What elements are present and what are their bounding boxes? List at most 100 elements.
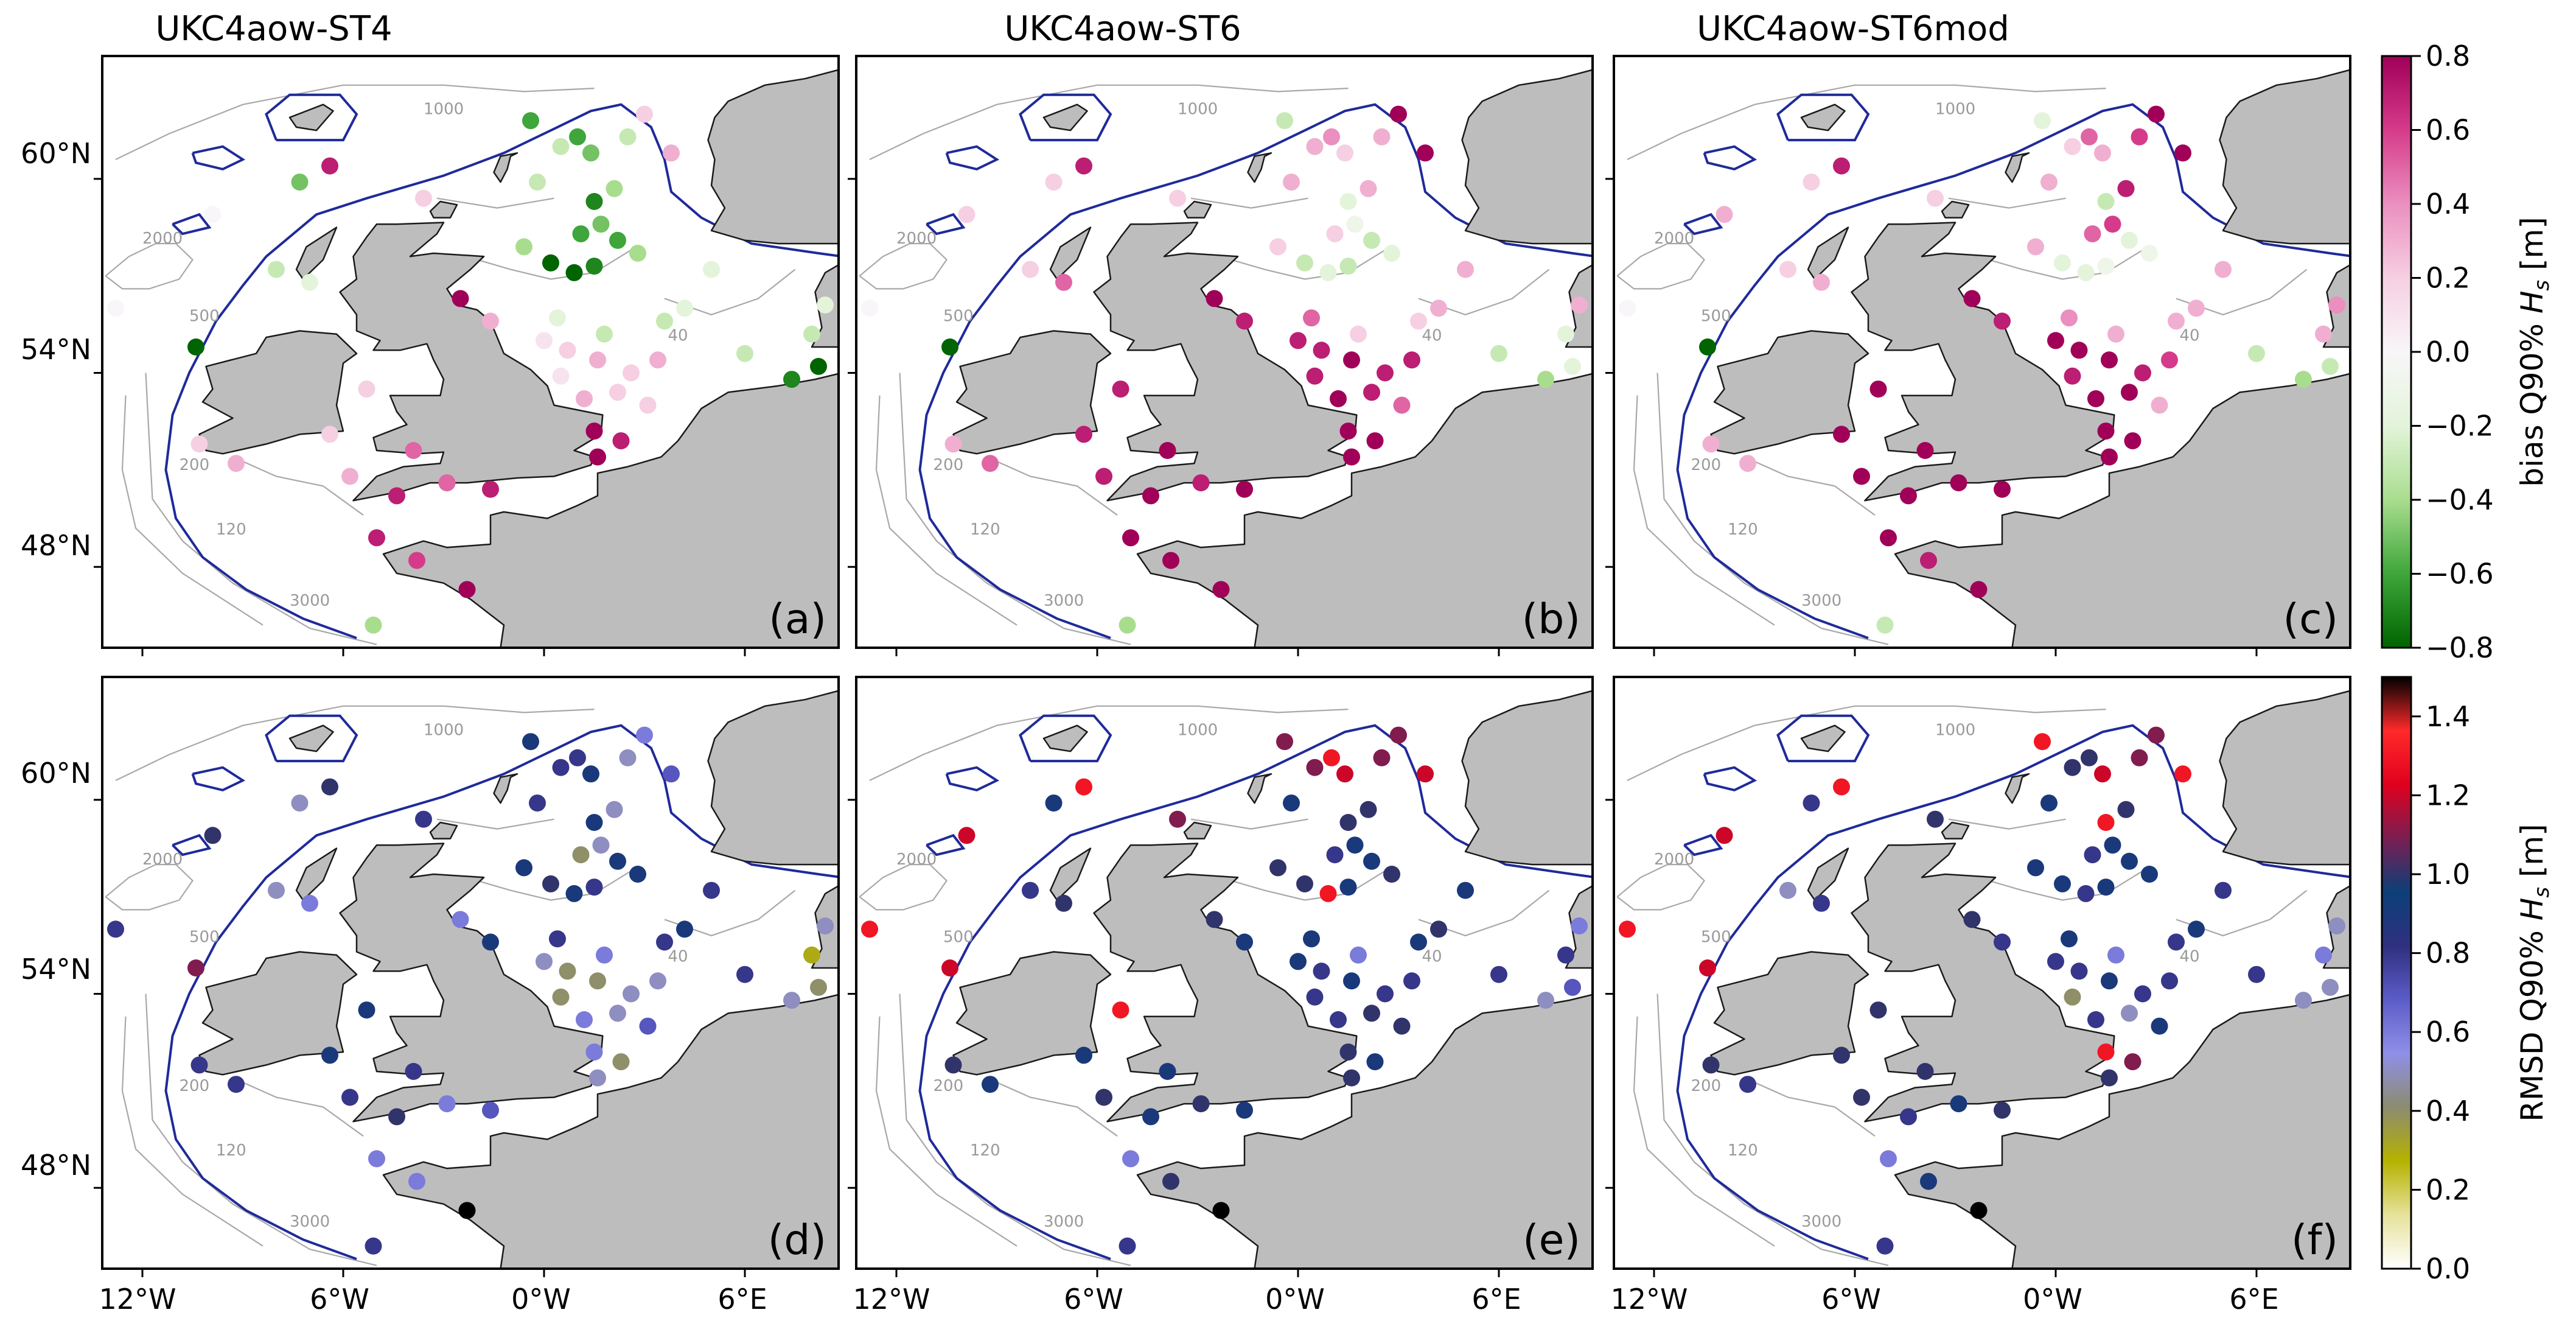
station-marker [585, 422, 603, 440]
station-marker [1557, 325, 1574, 343]
map-panel: 1000 2000 500 200 120 40 3000 (d) [94, 676, 840, 1277]
great-britain [1851, 222, 2115, 502]
shelf-edge-ring [191, 766, 246, 792]
station-marker [1803, 794, 1820, 812]
station-marker [565, 264, 583, 281]
bathymetry-contour [869, 705, 1349, 781]
western-isles [1049, 226, 1092, 280]
shelf-edge-line [164, 103, 839, 639]
station-marker [2034, 733, 2051, 751]
station-marker [1360, 801, 1377, 818]
faroe-shelf-ring [265, 714, 358, 763]
shetland [1247, 152, 1272, 183]
station-marker [1159, 1063, 1176, 1080]
bathymetry-contour [1656, 994, 1889, 1266]
lon-tick-label: 6°W [310, 1283, 369, 1316]
station-marker [1920, 552, 1937, 569]
station-marker [1022, 882, 1039, 899]
bathymetry-contour [1616, 864, 1705, 911]
station-marker [2061, 309, 2078, 327]
station-marker [2295, 371, 2312, 388]
bathymetry-contour [121, 395, 264, 626]
station-marker [2097, 814, 2115, 831]
colorbar-tick-label: 0.6 [2426, 1015, 2470, 1048]
station-marker [619, 128, 637, 145]
contour-label: 500 [189, 307, 220, 326]
station-marker [941, 959, 958, 976]
map-content: 1000 2000 500 200 120 40 3000 [1614, 677, 2350, 1269]
station-marker [1779, 882, 1796, 899]
shetland [493, 152, 518, 183]
great-britain [1093, 222, 1358, 502]
colorbar-tick-label: −0.8 [2426, 631, 2494, 664]
bathymetry-contour [232, 456, 364, 516]
bathymetry-contour [1190, 197, 1308, 209]
station-marker [1377, 364, 1394, 382]
station-marker [1963, 290, 1981, 307]
orkney [1941, 821, 1970, 840]
station-marker [2168, 312, 2185, 330]
station-marker [1716, 827, 1733, 844]
bathymetry-contour [1616, 243, 1705, 290]
station-marker [2064, 138, 2081, 155]
panel-frame [1613, 676, 2351, 1270]
station-marker [1336, 144, 1353, 162]
station-marker [2104, 216, 2121, 233]
lon-tick-label: 0°W [2023, 1283, 2082, 1316]
contour-label: 500 [943, 307, 974, 326]
contour-label: 3000 [1044, 1213, 1084, 1231]
contour-label: 500 [1701, 307, 1731, 326]
station-marker [2040, 174, 2058, 191]
colorbar-label-prefix: bias Q90% [2515, 314, 2550, 487]
station-marker [585, 258, 603, 275]
station-marker [589, 448, 606, 466]
station-marker [1390, 105, 1407, 123]
station-marker [861, 920, 878, 938]
lat-tick-label: 60°N [21, 757, 91, 790]
station-marker [1876, 616, 1894, 634]
bathymetry-contour [1230, 870, 1386, 901]
contour-label: 1000 [424, 721, 464, 740]
station-marker [1557, 946, 1574, 964]
station-marker [1343, 448, 1360, 466]
station-marker [1900, 487, 1917, 505]
station-marker [1095, 1088, 1112, 1106]
station-marker [585, 878, 603, 896]
shelf-edge-ring [926, 833, 966, 857]
bathymetry-contour [1633, 1016, 1775, 1247]
station-marker [676, 300, 693, 317]
station-marker [187, 959, 204, 976]
station-marker [190, 435, 208, 453]
station-marker [1119, 616, 1136, 634]
map-content: 1000 2000 500 200 120 40 3000 [856, 56, 1593, 648]
station-marker [458, 1202, 476, 1219]
colorbar-rmsd-bar [2381, 676, 2412, 1270]
faroe-shelf-ring [265, 93, 358, 142]
station-marker [2027, 238, 2044, 256]
station-marker [1236, 933, 1253, 951]
station-marker [1350, 946, 1367, 964]
station-marker [358, 1001, 375, 1019]
bathymetry-contour [875, 1016, 1017, 1247]
station-marker [522, 112, 539, 130]
station-marker [810, 357, 827, 375]
panel-ticks [1605, 178, 2258, 656]
station-marker [1323, 128, 1340, 145]
shetland [1247, 773, 1272, 804]
station-marker [2148, 105, 2165, 123]
contour-label: 120 [970, 1141, 1000, 1160]
shelf-edge-ring [945, 145, 1000, 171]
station-marker [2124, 1053, 2141, 1071]
contour-label: 40 [668, 947, 688, 966]
contour-label: 1000 [1935, 721, 1975, 740]
station-marker [1306, 138, 1324, 155]
station-marker [1323, 749, 1340, 766]
station-marker [415, 810, 432, 828]
station-marker [1430, 920, 1447, 938]
contour-label: 40 [668, 326, 688, 345]
station-marker [522, 733, 539, 751]
station-marker [629, 866, 646, 883]
station-marker [612, 432, 630, 450]
station-marker [1283, 174, 1300, 191]
colorbar-tick-label: 0.0 [2426, 1252, 2470, 1285]
